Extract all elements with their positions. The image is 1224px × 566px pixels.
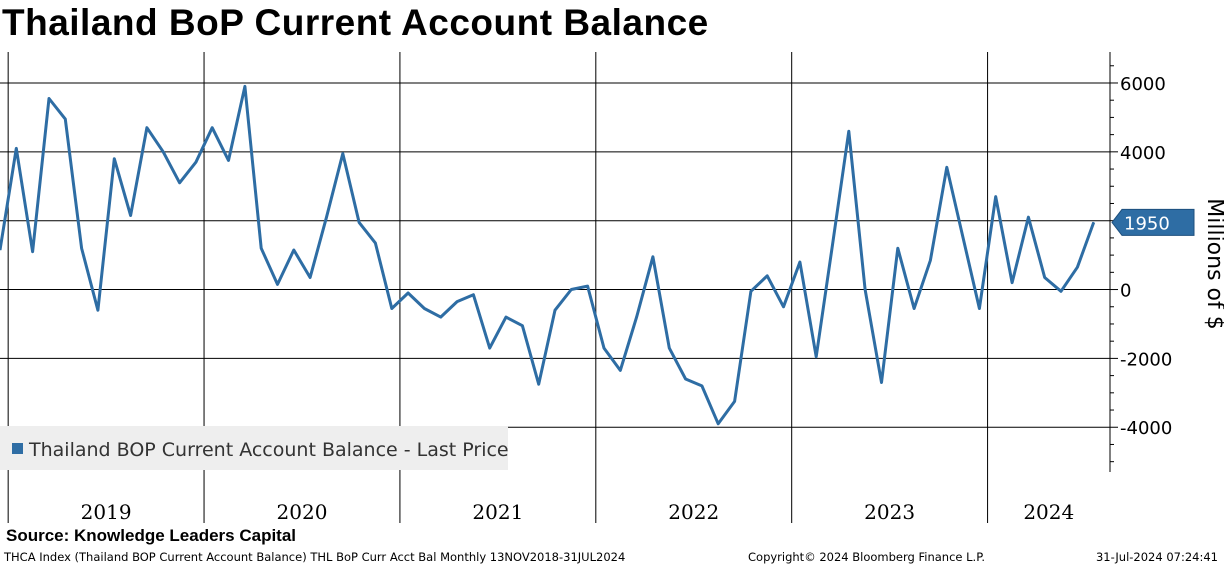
data-point — [636, 316, 638, 318]
x-year-label: 2020 — [277, 500, 328, 524]
data-point — [407, 292, 409, 294]
data-point — [897, 247, 899, 249]
legend-label: Thailand BOP Current Account Balance - L… — [28, 439, 509, 461]
data-point — [587, 285, 589, 287]
data-point — [113, 158, 115, 160]
source-note: Source: Knowledge Leaders Capital — [6, 526, 297, 545]
data-point — [472, 294, 474, 296]
data-point — [815, 356, 817, 358]
data-point — [619, 369, 621, 371]
data-point — [750, 290, 752, 292]
data-point — [195, 161, 197, 163]
x-year-label: 2022 — [668, 500, 719, 524]
data-point — [81, 247, 83, 249]
data-point — [1076, 266, 1078, 268]
data-point — [440, 316, 442, 318]
data-point — [652, 256, 654, 258]
data-point — [179, 182, 181, 184]
data-point — [374, 242, 376, 244]
legend-background — [0, 426, 508, 470]
data-point — [962, 237, 964, 239]
data-point — [978, 308, 980, 309]
data-point — [521, 325, 523, 327]
page-title: Thailand BoP Current Account Balance — [2, 2, 709, 43]
data-point — [538, 383, 540, 385]
data-point — [668, 347, 670, 349]
data-point — [799, 261, 801, 263]
data-point — [505, 316, 507, 318]
footer-copyright: Copyright© 2024 Bloomberg Finance L.P. — [748, 550, 985, 564]
data-point — [244, 85, 246, 87]
last-value-badge-shape — [1111, 208, 1195, 236]
data-point — [946, 166, 948, 168]
series-line — [0, 84, 1096, 426]
last-value-badge: 1950 — [1111, 208, 1195, 236]
data-point — [570, 289, 572, 290]
data-point — [260, 247, 262, 249]
y-axis-ticks: 6000400020000-2000-4000 — [1110, 65, 1172, 463]
data-point — [48, 98, 50, 99]
data-point — [913, 308, 915, 309]
data-point — [211, 127, 213, 129]
data-points — [0, 85, 1095, 425]
data-point — [0, 249, 1, 251]
x-axis-year-labels: 2019 2020 2021 2022 2023 2024 — [81, 500, 1075, 524]
data-point — [734, 400, 736, 402]
data-point — [326, 216, 327, 218]
year-gridlines — [7, 52, 989, 523]
y-tick-label: -4000 — [1120, 418, 1172, 439]
data-point — [1093, 221, 1095, 223]
data-point — [97, 309, 99, 311]
y-tick-label: 0 — [1120, 281, 1131, 302]
data-point — [32, 251, 34, 253]
data-point — [1060, 290, 1062, 292]
data-point — [881, 382, 882, 383]
data-point — [456, 301, 458, 303]
x-year-label: 2019 — [81, 500, 132, 524]
data-point — [342, 153, 344, 155]
footer-ticker-info: THCA Index (Thailand BOP Current Account… — [4, 550, 626, 564]
data-point — [15, 147, 17, 149]
data-point — [766, 275, 768, 277]
y-tick-label: -2000 — [1120, 349, 1172, 370]
data-point — [864, 289, 866, 290]
y-tick-label: 4000 — [1120, 143, 1166, 164]
data-point — [1044, 277, 1046, 278]
data-point — [130, 215, 132, 216]
data-point — [1011, 282, 1013, 284]
data-point — [162, 151, 164, 153]
data-point — [554, 309, 556, 311]
value-gridlines — [0, 82, 1110, 428]
data-point — [848, 130, 850, 132]
data-point — [685, 378, 687, 380]
x-year-label: 2024 — [1023, 500, 1074, 524]
data-point — [717, 423, 719, 425]
data-point — [929, 259, 931, 261]
legend-swatch — [12, 443, 23, 454]
data-point — [228, 159, 229, 161]
data-point — [489, 347, 491, 349]
data-point — [783, 306, 784, 308]
data-point — [64, 118, 66, 120]
last-value-label: 1950 — [1124, 213, 1170, 234]
y-tick-label: 6000 — [1120, 74, 1166, 95]
data-point — [146, 127, 148, 129]
data-point — [277, 283, 278, 285]
data-point — [423, 308, 425, 309]
data-point — [1027, 216, 1029, 218]
data-point — [358, 221, 360, 223]
x-year-label: 2023 — [864, 500, 915, 524]
data-point — [391, 308, 393, 309]
data-point — [995, 196, 997, 198]
data-point — [293, 249, 295, 251]
data-point — [701, 385, 703, 387]
y-axis-title: Millions of $ — [1202, 198, 1224, 329]
data-point — [832, 244, 833, 246]
legend: Thailand BOP Current Account Balance - L… — [0, 426, 509, 470]
data-point — [603, 347, 605, 349]
x-year-label: 2021 — [472, 500, 523, 524]
data-point — [309, 277, 311, 278]
footer-timestamp: 31-Jul-2024 07:24:41 — [1095, 550, 1218, 564]
